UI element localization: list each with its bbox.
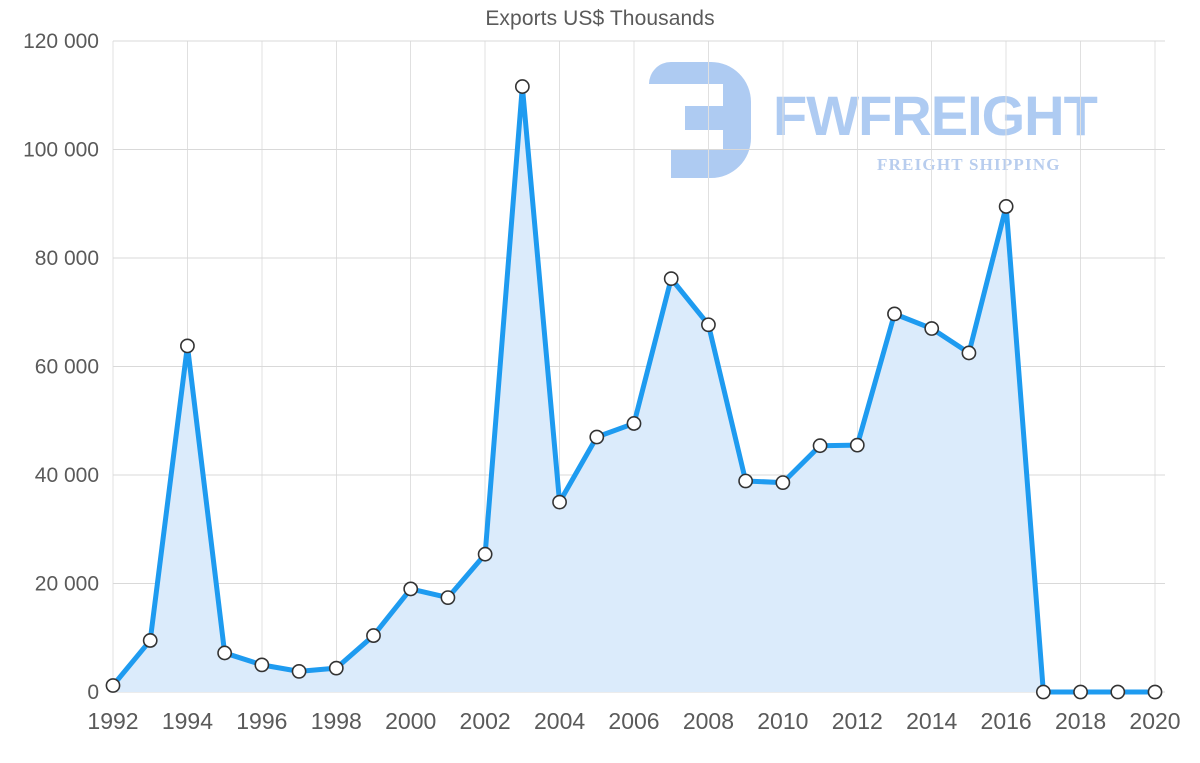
data-point-marker[interactable] xyxy=(477,546,493,562)
data-point-marker[interactable] xyxy=(961,345,977,361)
x-axis-tick-label: 2008 xyxy=(683,708,734,734)
data-point-marker[interactable] xyxy=(217,645,233,661)
chart-title: Exports US$ Thousands xyxy=(485,7,715,30)
data-point-marker[interactable] xyxy=(738,473,754,489)
x-axis-tick-labels: 1992 1994 1996 1998 2000 2002 2004 2006 2008 2010… xyxy=(87,708,1180,734)
x-axis-tick-label: 2020 xyxy=(1129,708,1180,734)
x-axis-tick-label: 2002 xyxy=(460,708,511,734)
data-point-marker[interactable] xyxy=(1147,684,1163,700)
data-point-marker[interactable] xyxy=(403,581,419,597)
y-axis-tick-label: 60 000 xyxy=(35,356,99,379)
x-axis-tick-label: 2000 xyxy=(385,708,436,734)
data-point-marker[interactable] xyxy=(1110,684,1126,700)
data-point-marker[interactable] xyxy=(626,416,642,431)
data-point-marker[interactable] xyxy=(998,199,1014,214)
data-point-marker[interactable] xyxy=(775,475,791,490)
x-axis-tick-label: 1992 xyxy=(87,708,138,734)
data-point-marker[interactable] xyxy=(849,437,865,453)
data-point-marker[interactable] xyxy=(924,321,940,336)
data-point-marker[interactable] xyxy=(254,657,270,673)
data-point-marker[interactable] xyxy=(1073,684,1088,700)
data-point-marker[interactable] xyxy=(180,338,195,354)
data-point-marker[interactable] xyxy=(440,590,456,606)
series-markers xyxy=(105,79,1163,700)
data-point-marker[interactable] xyxy=(552,494,567,510)
data-point-marker[interactable] xyxy=(328,660,344,676)
x-axis-tick-label: 2018 xyxy=(1055,708,1106,734)
x-axis-tick-label: 1998 xyxy=(311,708,362,734)
series-area xyxy=(113,86,1155,692)
data-point-marker[interactable] xyxy=(663,271,679,287)
x-axis-tick-label: 2006 xyxy=(608,708,659,734)
data-point-marker[interactable] xyxy=(366,628,381,643)
data-point-marker[interactable] xyxy=(514,79,530,94)
data-point-marker[interactable] xyxy=(812,438,828,454)
y-axis-tick-label: 100 000 xyxy=(23,139,99,162)
y-axis-tick-label: 80 000 xyxy=(35,247,99,270)
y-axis-tick-label: 120 000 xyxy=(23,30,99,53)
y-axis-tick-label: 0 xyxy=(87,681,99,704)
data-point-marker[interactable] xyxy=(1035,684,1051,700)
data-point-marker[interactable] xyxy=(887,306,902,322)
x-axis-tick-label: 2012 xyxy=(832,708,883,734)
y-axis-tick-label: 20 000 xyxy=(35,573,99,596)
x-axis-tick-label: 2010 xyxy=(757,708,808,734)
data-point-marker[interactable] xyxy=(589,429,605,445)
x-axis-tick-label: 1994 xyxy=(162,708,213,734)
data-point-marker[interactable] xyxy=(142,633,158,648)
y-axis-tick-labels: 0 20 000 40 000 60 000 80 000 100 000 120 000 xyxy=(23,30,99,704)
data-point-marker[interactable] xyxy=(291,663,307,679)
y-axis-tick-label: 40 000 xyxy=(35,464,99,487)
data-point-marker[interactable] xyxy=(701,317,716,333)
x-axis-tick-label: 2016 xyxy=(981,708,1032,734)
x-axis-tick-label: 2004 xyxy=(534,708,585,734)
x-axis-tick-label: 2014 xyxy=(906,708,957,734)
x-axis-tick-label: 1996 xyxy=(236,708,287,734)
data-point-marker[interactable] xyxy=(105,678,121,693)
